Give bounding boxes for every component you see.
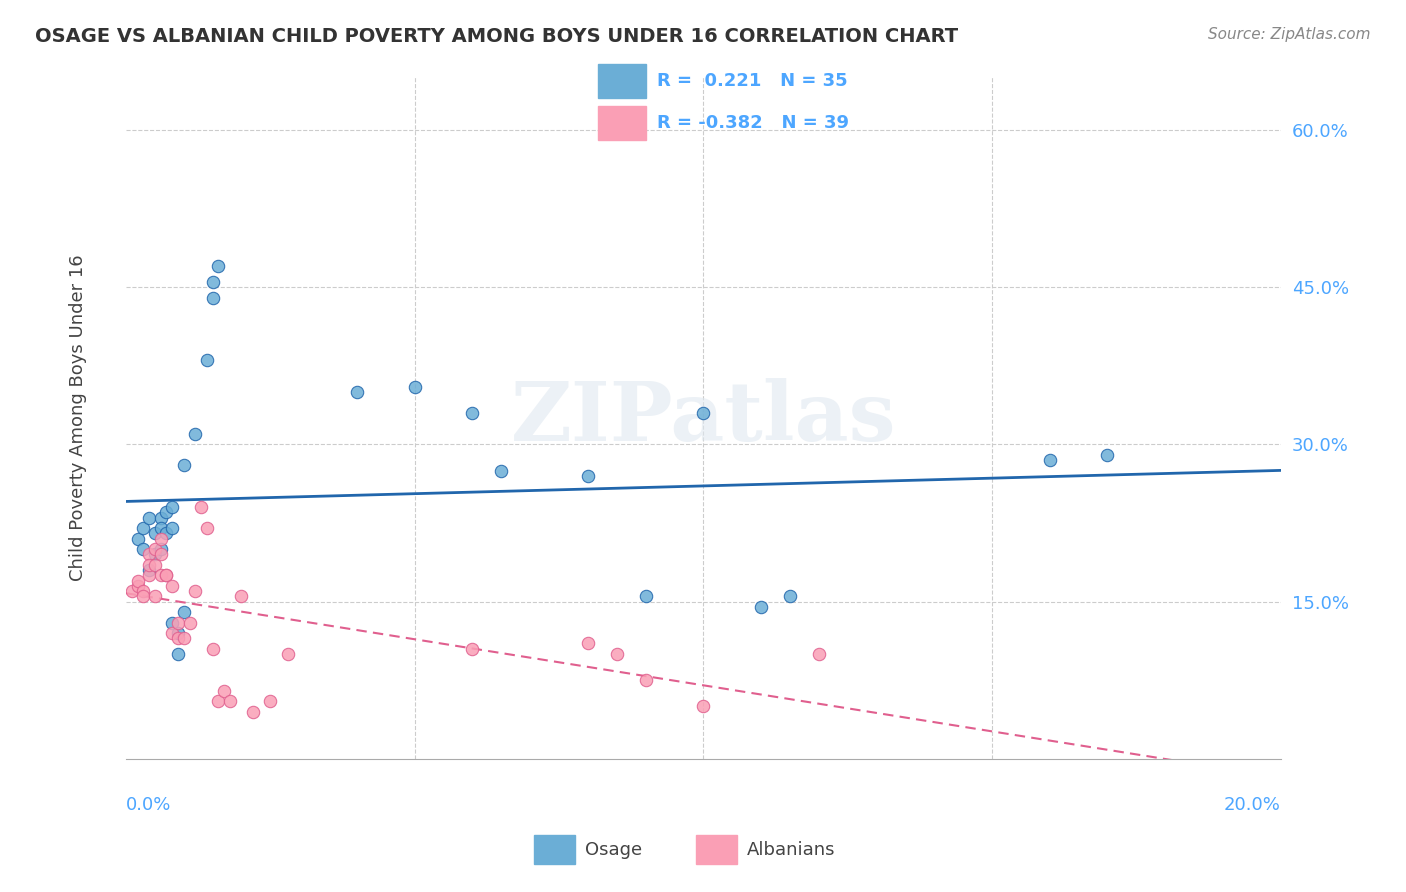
Text: Osage: Osage <box>585 840 643 859</box>
Text: 20.0%: 20.0% <box>1223 797 1281 814</box>
Point <box>184 584 207 599</box>
Point <box>461 406 484 420</box>
Text: 0.0%: 0.0% <box>127 797 172 814</box>
Point <box>155 568 177 582</box>
Point <box>138 548 160 562</box>
Point <box>132 590 155 604</box>
Point <box>155 505 177 519</box>
Text: Albanians: Albanians <box>747 840 835 859</box>
Point <box>138 568 160 582</box>
Point <box>779 590 801 604</box>
Point <box>634 673 657 688</box>
Point <box>127 579 149 593</box>
Point <box>606 647 628 661</box>
Point <box>231 590 253 604</box>
Point <box>404 379 426 393</box>
Point <box>212 683 235 698</box>
Point <box>807 647 830 661</box>
Point <box>207 259 229 273</box>
Point <box>167 632 190 646</box>
Point <box>179 615 201 630</box>
Point <box>160 626 183 640</box>
Point <box>207 694 229 708</box>
Point <box>160 521 183 535</box>
Text: Child Poverty Among Boys Under 16: Child Poverty Among Boys Under 16 <box>69 255 87 582</box>
Point <box>692 406 714 420</box>
FancyBboxPatch shape <box>696 835 737 864</box>
Point <box>143 542 166 557</box>
Point <box>461 641 484 656</box>
Point <box>160 579 183 593</box>
Point <box>149 521 172 535</box>
Text: ZIPatlas: ZIPatlas <box>510 378 896 458</box>
Point <box>138 558 160 572</box>
Point <box>149 568 172 582</box>
Point <box>1097 448 1119 462</box>
Point <box>242 705 264 719</box>
Point <box>138 510 160 524</box>
Point <box>346 384 368 399</box>
Point <box>127 532 149 546</box>
Text: R = -0.382   N = 39: R = -0.382 N = 39 <box>658 114 849 132</box>
Point <box>132 542 155 557</box>
Point <box>173 605 195 619</box>
Point <box>749 599 772 614</box>
Point <box>155 526 177 541</box>
Point <box>143 558 166 572</box>
Text: OSAGE VS ALBANIAN CHILD POVERTY AMONG BOYS UNDER 16 CORRELATION CHART: OSAGE VS ALBANIAN CHILD POVERTY AMONG BO… <box>35 27 959 45</box>
Text: R =  0.221   N = 35: R = 0.221 N = 35 <box>658 72 848 90</box>
Point <box>143 548 166 562</box>
Point <box>173 458 195 473</box>
Point <box>219 694 242 708</box>
Point <box>190 500 212 515</box>
Point <box>173 632 195 646</box>
Point <box>259 694 281 708</box>
Point <box>132 521 155 535</box>
FancyBboxPatch shape <box>534 835 575 864</box>
Point <box>576 636 599 650</box>
Point <box>201 275 224 289</box>
Point <box>167 647 190 661</box>
Point <box>143 526 166 541</box>
Point <box>143 590 166 604</box>
Point <box>127 574 149 588</box>
Point <box>634 590 657 604</box>
Point <box>201 291 224 305</box>
Point <box>201 641 224 656</box>
Point <box>1039 453 1062 467</box>
Point <box>576 468 599 483</box>
Point <box>160 500 183 515</box>
FancyBboxPatch shape <box>599 106 645 140</box>
Point <box>167 626 190 640</box>
Point <box>195 521 218 535</box>
Point <box>184 426 207 441</box>
Point <box>149 548 172 562</box>
Point <box>195 353 218 368</box>
Point <box>121 584 143 599</box>
Point <box>491 463 513 477</box>
Point <box>692 699 714 714</box>
Point <box>149 542 172 557</box>
Point <box>149 532 172 546</box>
Text: Source: ZipAtlas.com: Source: ZipAtlas.com <box>1208 27 1371 42</box>
Point <box>138 563 160 577</box>
Point <box>167 615 190 630</box>
Point <box>277 647 299 661</box>
Point <box>155 568 177 582</box>
FancyBboxPatch shape <box>599 64 645 98</box>
Point <box>160 615 183 630</box>
Point <box>132 584 155 599</box>
Point <box>149 510 172 524</box>
